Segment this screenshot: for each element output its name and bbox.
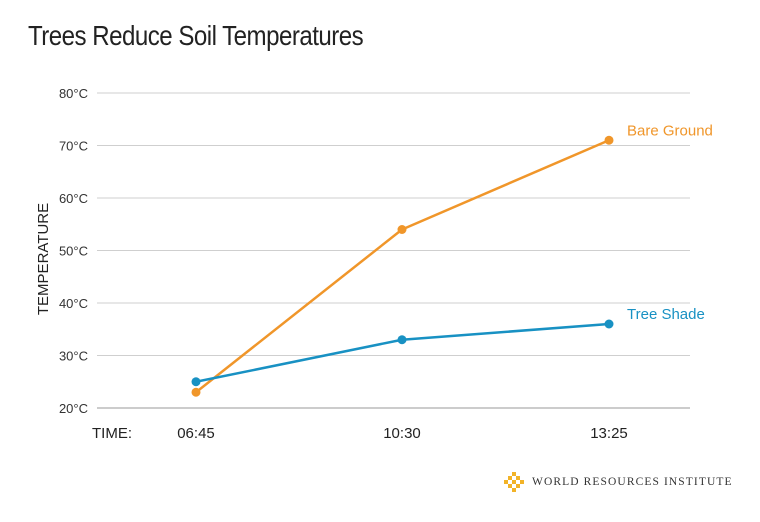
series-line — [195, 322, 610, 383]
y-tick-label: 70°C — [59, 139, 88, 154]
y-tick-label: 50°C — [59, 244, 88, 259]
y-tick-label: 30°C — [59, 349, 88, 364]
chart-title: Trees Reduce Soil Temperatures — [28, 20, 364, 51]
y-tick-label: 40°C — [59, 296, 88, 311]
data-point — [604, 135, 614, 145]
series-line — [195, 139, 610, 394]
y-tick-label: 60°C — [59, 191, 88, 206]
y-tick-label: 20°C — [59, 401, 88, 416]
x-tick-label: 13:25 — [590, 425, 628, 442]
wri-logo-text: WORLD RESOURCES INSTITUTE — [532, 476, 733, 488]
data-point — [604, 319, 614, 329]
wri-logo-icon — [504, 472, 524, 492]
data-point — [191, 387, 201, 397]
x-tick-label: 06:45 — [177, 425, 215, 442]
y-axis-label: TEMPERATURE — [35, 203, 52, 315]
y-tick-label: 80°C — [59, 86, 88, 101]
x-tick-label: 10:30 — [383, 425, 421, 442]
data-point — [397, 335, 407, 345]
data-point — [191, 377, 201, 387]
x-axis-label: TIME: — [92, 425, 132, 442]
series-label: Bare Ground — [627, 122, 713, 139]
wri-logo: WORLD RESOURCES INSTITUTE — [504, 472, 733, 492]
data-point — [397, 225, 407, 234]
series-label: Tree Shade — [627, 306, 705, 323]
